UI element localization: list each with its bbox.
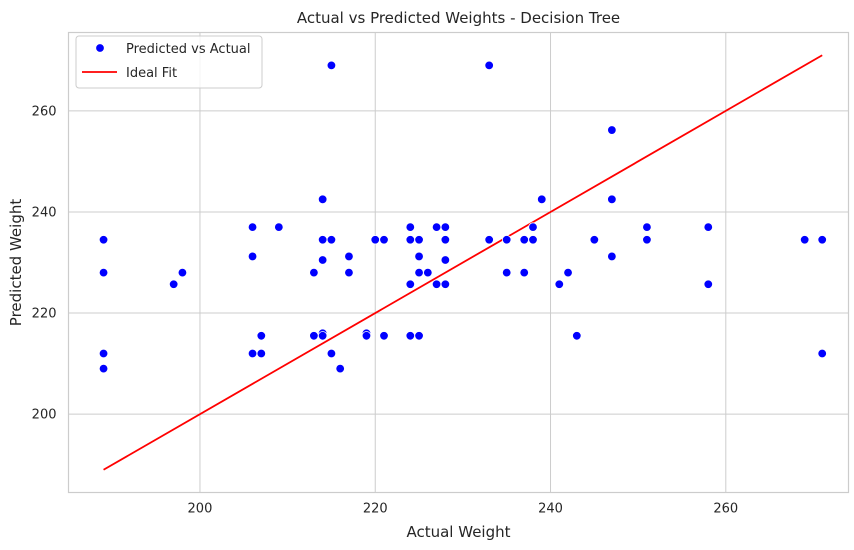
scatter-point: [405, 331, 415, 341]
scatter-point: [326, 348, 337, 359]
scatter-point: [607, 125, 617, 135]
scatter-point: [309, 331, 319, 341]
scatter-point: [817, 235, 827, 245]
scatter-point: [440, 279, 451, 289]
scatter-point: [528, 235, 538, 245]
scatter-point: [379, 331, 389, 341]
x-tick-label: 240: [538, 502, 563, 517]
scatter-point: [563, 267, 573, 278]
scatter-point: [607, 194, 617, 205]
grid: [68, 32, 849, 493]
scatter-point: [414, 251, 424, 262]
scatter-point: [361, 331, 372, 341]
scatter-point: [256, 348, 267, 359]
scatter-point: [274, 222, 284, 232]
scatter-point: [528, 222, 538, 232]
scatter-point: [440, 255, 451, 265]
x-tick-label: 220: [363, 502, 388, 517]
legend-label-scatter: Predicted vs Actual: [126, 42, 250, 57]
scatter-point: [440, 222, 451, 232]
scatter-point: [317, 235, 328, 245]
y-tick-labels: 200 220 240 260: [32, 104, 57, 422]
y-tick-label: 220: [32, 307, 57, 322]
scatter-point: [317, 331, 328, 341]
scatter-point: [309, 267, 319, 278]
y-tick-label: 200: [32, 408, 57, 423]
scatter-point: [817, 348, 827, 359]
x-tick-label: 260: [713, 502, 738, 517]
scatter-point: [431, 279, 442, 289]
scatter-point: [519, 267, 529, 278]
y-tick-label: 260: [32, 104, 57, 119]
scatter-point: [247, 348, 258, 359]
legend-label-line: Ideal Fit: [126, 66, 177, 81]
scatter-point: [98, 363, 109, 374]
scatter-point: [414, 235, 424, 245]
scatter-point: [431, 222, 442, 232]
scatter-point: [502, 235, 512, 245]
legend-box: [75, 35, 263, 89]
scatter-point: [256, 331, 267, 341]
legend-marker-scatter: [95, 43, 105, 53]
scatter-point: [344, 267, 354, 278]
scatter-point: [607, 251, 617, 262]
scatter-point: [405, 222, 415, 232]
x-tick-labels: 200 220 240 260: [188, 502, 739, 517]
scatter-point: [247, 251, 258, 262]
scatter-point: [554, 279, 564, 289]
scatter-point: [405, 235, 415, 245]
y-tick-label: 240: [32, 205, 57, 220]
scatter-point: [370, 235, 380, 245]
scatter-point: [379, 235, 389, 245]
legend: Predicted vs Actual Ideal Fit: [75, 35, 263, 89]
scatter-point: [317, 255, 328, 265]
scatter-point: [703, 279, 713, 289]
scatter-point: [502, 267, 512, 278]
ideal-fit-line: [103, 54, 823, 471]
scatter-point: [642, 235, 652, 245]
scatter-point: [247, 222, 258, 232]
plot-frame: [67, 31, 850, 494]
scatter-point: [423, 267, 433, 278]
scatter-point: [326, 235, 337, 245]
scatter-point: [98, 348, 109, 359]
scatter-point: [484, 235, 494, 245]
chart-title: Actual vs Predicted Weights - Decision T…: [297, 9, 620, 27]
scatter-point: [335, 363, 345, 374]
scatter-point: [572, 331, 582, 341]
scatter-point: [168, 279, 179, 289]
scatter-points: [98, 60, 827, 374]
scatter-point: [98, 235, 109, 245]
scatter-point: [414, 331, 424, 341]
scatter-point: [642, 222, 652, 232]
scatter-point: [537, 194, 547, 205]
scatter-point: [799, 235, 810, 245]
x-tick-label: 200: [188, 502, 213, 517]
scatter-point: [177, 267, 188, 278]
ideal-fit-layer: [103, 54, 823, 471]
scatter-point: [703, 222, 713, 232]
scatter-point: [317, 194, 328, 205]
scatter-point: [405, 279, 415, 289]
scatter-point: [484, 60, 494, 71]
scatter-point: [440, 235, 451, 245]
scatter-point: [98, 267, 109, 278]
scatter-point: [344, 251, 354, 262]
scatter-point: [519, 235, 529, 245]
scatter-point: [589, 235, 600, 245]
scatter-point: [414, 267, 424, 278]
scatter-point: [326, 60, 337, 71]
x-axis-label: Actual Weight: [406, 523, 510, 541]
y-axis-label: Predicted Weight: [7, 199, 25, 327]
